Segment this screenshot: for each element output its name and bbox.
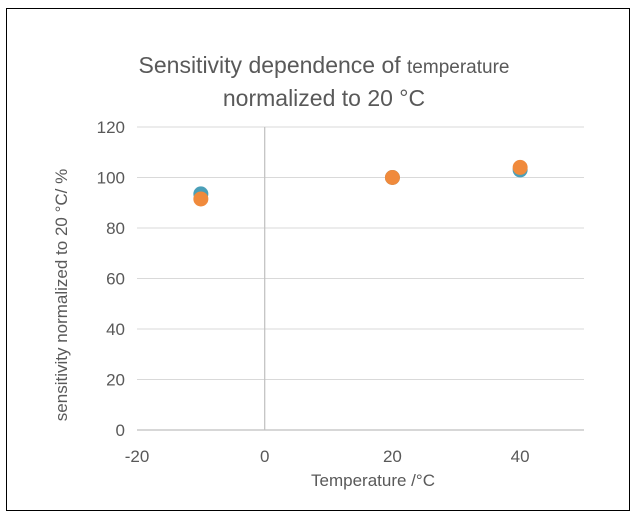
x-tick-label: 0 <box>260 447 269 466</box>
data-points <box>193 159 528 207</box>
data-point <box>193 191 209 207</box>
scatter-chart: Sensitivity dependence of temperature no… <box>52 52 584 490</box>
y-tick-label: 0 <box>116 421 125 440</box>
y-tick-label: 120 <box>97 118 125 137</box>
gridlines <box>137 126 584 380</box>
y-tick-label: 80 <box>106 219 125 238</box>
chart-title-line2: normalized to 20 °C <box>223 85 425 111</box>
x-axis-title: Temperature /°C <box>311 471 435 490</box>
chart-frame: Sensitivity dependence of temperature no… <box>6 8 630 511</box>
x-tick-label: 40 <box>511 447 530 466</box>
chart-title: Sensitivity dependence of temperature <box>139 52 510 78</box>
y-tick-label: 40 <box>106 320 125 339</box>
y-axis-title: sensitivity normalized to 20 °C/ % <box>52 169 71 421</box>
chart-title-main: Sensitivity dependence of <box>139 52 408 78</box>
x-tick-label: 20 <box>383 447 402 466</box>
y-tick-label: 100 <box>97 169 125 188</box>
data-point <box>512 159 528 175</box>
x-tick-label: -20 <box>125 447 150 466</box>
chart-title-small: temperature <box>407 57 509 78</box>
axes <box>137 127 584 431</box>
data-point <box>384 170 400 185</box>
y-tick-label: 60 <box>106 270 125 289</box>
y-tick-label: 20 <box>106 371 125 390</box>
